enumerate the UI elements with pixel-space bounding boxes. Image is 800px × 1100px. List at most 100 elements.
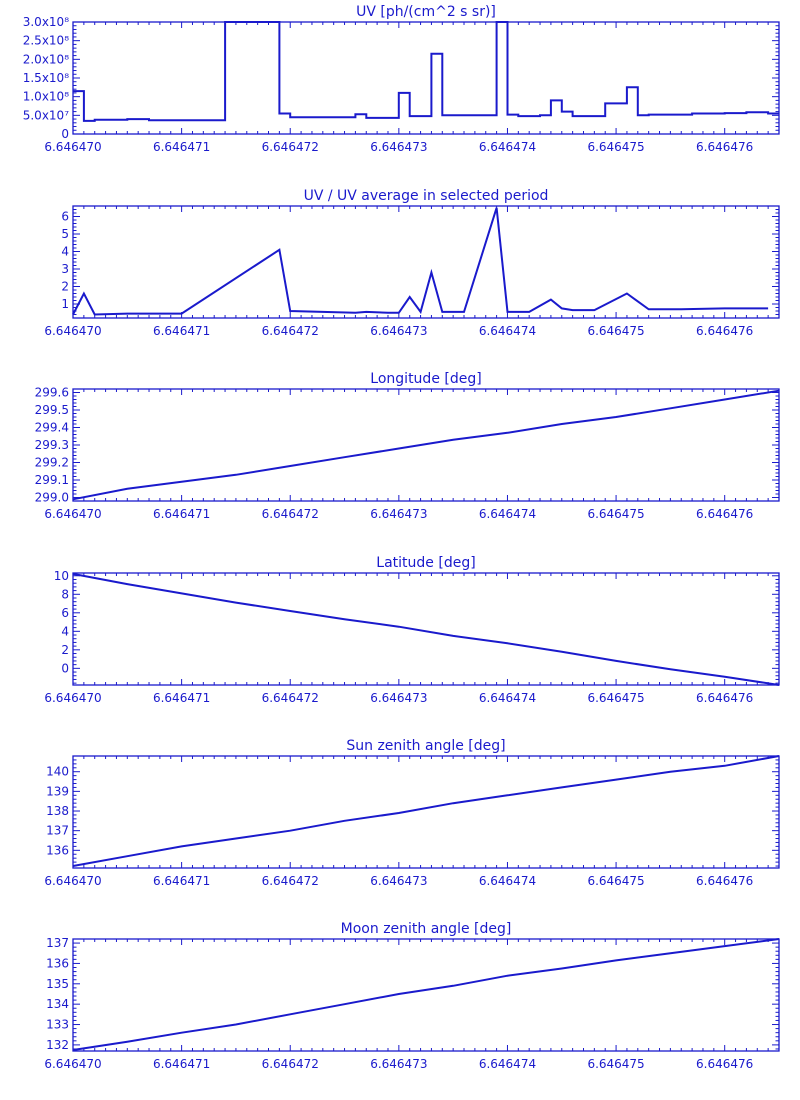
- data-point: [72, 573, 74, 575]
- chart-title: UV / UV average in selected period: [304, 188, 549, 204]
- data-point: [126, 1041, 128, 1043]
- y-tick-label: 140: [46, 765, 69, 779]
- data-point: [365, 117, 367, 119]
- y-tick-label: 299.2: [35, 456, 69, 470]
- x-tick-label: 6.646472: [262, 507, 319, 521]
- x-tick-label: 6.646474: [479, 1057, 536, 1071]
- y-tick-label: 135: [46, 977, 69, 991]
- data-point: [126, 488, 128, 490]
- series-line: [72, 207, 769, 316]
- data-point: [647, 113, 649, 115]
- x-tick-label: 6.646473: [370, 507, 427, 521]
- data-point: [626, 86, 628, 88]
- y-tick-label: 10: [54, 569, 69, 583]
- data-point: [561, 786, 563, 788]
- x-tick-label: 6.646473: [370, 324, 427, 338]
- data-point: [343, 1003, 345, 1005]
- data-point: [354, 113, 356, 115]
- x-tick-label: 6.646472: [262, 874, 319, 888]
- data-point: [550, 298, 552, 300]
- data-point: [409, 296, 411, 298]
- data-point: [615, 959, 617, 961]
- data-point: [452, 802, 454, 804]
- data-point: [430, 271, 432, 273]
- x-tick-label: 6.646470: [44, 324, 101, 338]
- x-tick-label: 6.646474: [479, 691, 536, 705]
- data-point: [94, 119, 96, 121]
- data-point: [180, 592, 182, 594]
- data-point: [235, 474, 237, 476]
- x-tick-label: 6.646475: [587, 1057, 644, 1071]
- data-point: [289, 310, 291, 312]
- y-tick-label: 136: [46, 843, 69, 857]
- data-point: [669, 407, 671, 409]
- data-point: [615, 416, 617, 418]
- data-point: [723, 765, 725, 767]
- data-point: [463, 311, 465, 313]
- data-point: [148, 119, 150, 121]
- x-tick-label: 6.646473: [370, 874, 427, 888]
- plot-frame: [72, 938, 780, 1052]
- y-tick-label: 1.0x10⁸: [23, 90, 69, 104]
- chart-title: Moon zenith angle [deg]: [341, 921, 512, 937]
- data-point: [343, 618, 345, 620]
- data-point: [278, 249, 280, 251]
- x-tick-label: 6.646470: [44, 1057, 101, 1071]
- data-point: [691, 112, 693, 114]
- y-tick-label: 299.3: [35, 438, 69, 452]
- series-line: [72, 572, 780, 686]
- data-point: [723, 112, 725, 114]
- data-point: [561, 423, 563, 425]
- data-point: [72, 865, 74, 867]
- data-point: [398, 993, 400, 995]
- data-point: [452, 439, 454, 441]
- x-tick-label: 6.646470: [44, 140, 101, 154]
- y-tick-label: 8: [61, 587, 69, 601]
- data-point: [343, 456, 345, 458]
- data-point: [767, 112, 769, 114]
- plot-frame: [72, 572, 780, 686]
- data-point: [778, 938, 780, 940]
- data-point: [83, 120, 85, 122]
- x-tick-label: 6.646475: [587, 507, 644, 521]
- data-point: [343, 820, 345, 822]
- y-tick-label: 0: [61, 661, 69, 675]
- data-point: [72, 498, 74, 500]
- y-tick-label: 299.0: [35, 491, 69, 505]
- data-point: [278, 112, 280, 114]
- chart-panel-3: Longitude [deg] 6.646470 6.646471 6.646472 6…: [35, 371, 780, 521]
- data-point: [441, 114, 443, 116]
- data-point: [723, 675, 725, 677]
- data-point: [528, 311, 530, 313]
- data-point: [669, 952, 671, 954]
- chart-title: Sun zenith angle [deg]: [346, 738, 505, 754]
- data-point: [398, 812, 400, 814]
- data-point: [289, 465, 291, 467]
- data-point: [561, 650, 563, 652]
- data-point: [180, 119, 182, 121]
- y-tick-label: 2: [61, 643, 69, 657]
- series-line: [73, 21, 779, 122]
- chart-title: UV [ph/(cm^2 s sr)]: [356, 4, 496, 20]
- chart-panel-4: Latitude [deg] 6.646470 6.646471 6.646472 6.…: [44, 555, 780, 705]
- y-tick-label: 134: [46, 997, 69, 1011]
- y-tick-label: 138: [46, 804, 69, 818]
- data-point: [289, 116, 291, 118]
- chart-title: Longitude [deg]: [370, 371, 481, 387]
- x-tick-label: 6.646474: [479, 874, 536, 888]
- data-point: [289, 610, 291, 612]
- data-point: [778, 390, 780, 392]
- data-point: [126, 118, 128, 120]
- data-point: [506, 974, 508, 976]
- data-point: [561, 967, 563, 969]
- x-tick-label: 6.646475: [587, 140, 644, 154]
- y-tick-label: 5: [61, 227, 69, 241]
- y-tick-label: 4: [61, 245, 69, 259]
- y-tick-label: 6: [61, 210, 69, 224]
- data-point: [571, 115, 573, 117]
- data-point: [571, 309, 573, 311]
- y-tick-label: 4: [61, 624, 69, 638]
- data-point: [409, 115, 411, 117]
- data-point: [235, 1023, 237, 1025]
